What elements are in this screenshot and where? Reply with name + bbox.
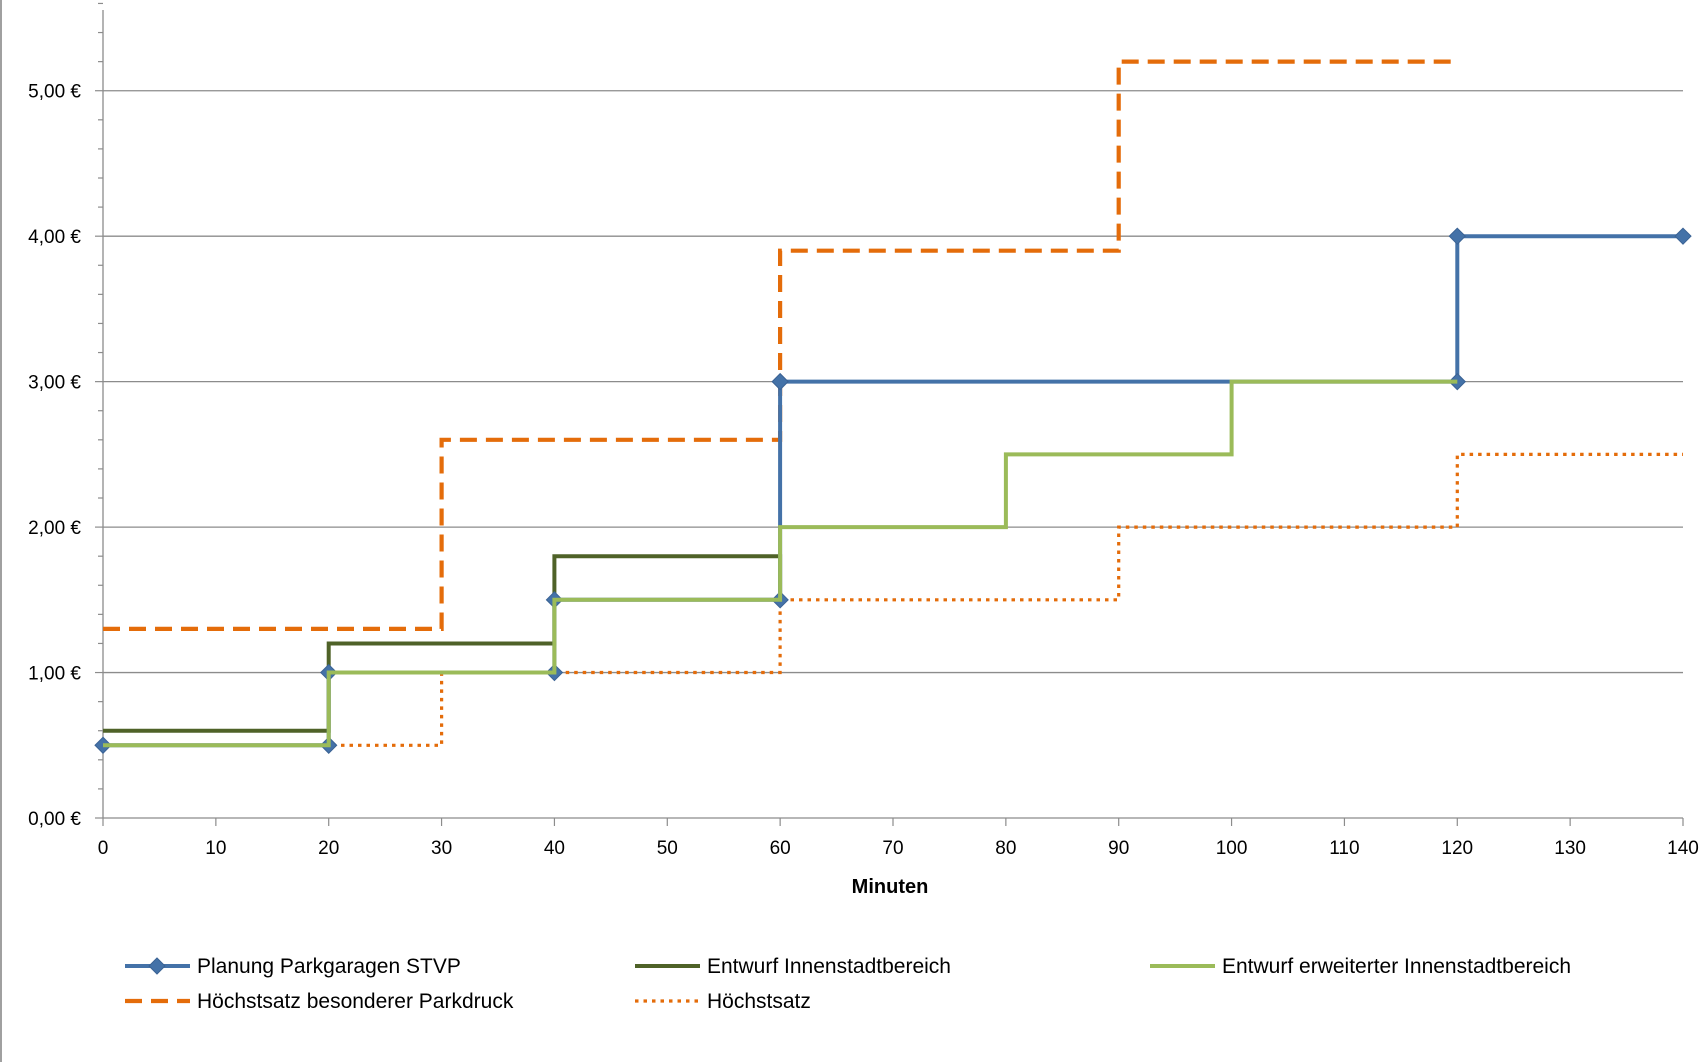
legend-label: Planung Parkgaragen STVP (197, 955, 461, 978)
series-line (103, 452, 1683, 747)
axes (95, 2, 1684, 826)
legend-label: Entwurf Innenstadtbereich (707, 955, 951, 978)
legend-label: Entwurf erweiterter Innenstadtbereich (1222, 955, 1571, 978)
x-tick-label: 60 (770, 838, 791, 859)
x-tick-label: 20 (318, 838, 339, 859)
series-layer (94, 59, 1692, 754)
x-tick-label: 120 (1441, 838, 1473, 859)
series-marker (1674, 227, 1692, 245)
x-tick-label: 30 (431, 838, 452, 859)
legend-item: Höchstsatz (635, 990, 811, 1013)
legend-marker (148, 957, 166, 975)
x-tick-label: 100 (1216, 838, 1248, 859)
legend-item: Planung Parkgaragen STVP (125, 955, 461, 978)
x-axis-label: Minuten (852, 876, 929, 898)
x-tick-label: 140 (1667, 838, 1699, 859)
legend: Planung Parkgaragen STVP Entwurf Innensta… (125, 955, 1571, 1013)
x-tick-label: 70 (882, 838, 903, 859)
legend-item: Entwurf Innenstadtbereich (635, 955, 951, 978)
y-tick-label: 3,00 € (28, 373, 81, 394)
legend-label: Höchstsatz besonderer Parkdruck (197, 990, 514, 1013)
y-tick-label: 1,00 € (28, 664, 81, 685)
x-tick-label: 40 (544, 838, 565, 859)
y-tick-label: 4,00 € (28, 227, 81, 248)
x-tick-label: 50 (657, 838, 678, 859)
legend-item: Höchstsatz besonderer Parkdruck (125, 990, 514, 1013)
x-tick-label: 110 (1329, 838, 1359, 859)
tick-labels: 0,00 € 1,00 € 2,00 € 3,00 € 4,00 € 5,00 € 0 10 2… (28, 82, 1699, 859)
x-tick-label: 130 (1554, 838, 1586, 859)
legend-label: Höchstsatz (707, 990, 811, 1013)
x-tick-label: 90 (1108, 838, 1129, 859)
y-tick-label: 2,00 € (28, 518, 81, 539)
x-tick-label: 0 (98, 838, 109, 859)
y-tick-label: 5,00 € (28, 82, 81, 103)
series-marker (1448, 227, 1466, 245)
series-line (103, 59, 1458, 632)
legend-item: Entwurf erweiterter Innenstadtbereich (1150, 955, 1571, 978)
series-line (103, 379, 1458, 748)
y-tick-label: 0,00 € (28, 809, 81, 830)
x-tick-label: 80 (995, 838, 1016, 859)
series-marker (771, 372, 789, 391)
x-tick-label: 10 (205, 838, 226, 859)
